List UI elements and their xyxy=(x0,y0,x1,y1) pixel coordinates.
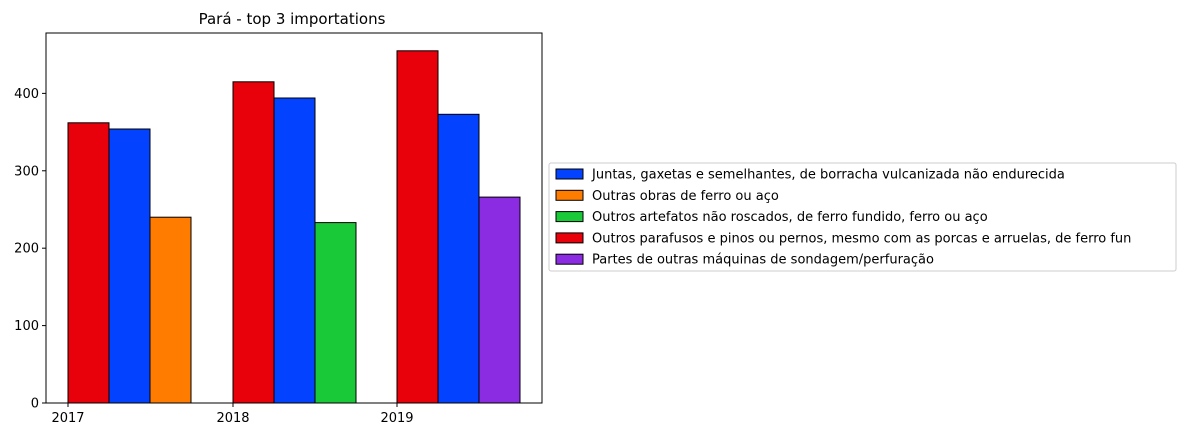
legend-swatch xyxy=(555,232,584,244)
chart-title: Pará - top 3 importations xyxy=(199,10,386,28)
y-tick-label: 300 xyxy=(14,164,39,179)
bar-2017-1 xyxy=(67,122,110,404)
y-tick-label: 400 xyxy=(14,87,39,102)
bar-2018-3 xyxy=(314,222,357,404)
x-axis: 2017 2018 2019 xyxy=(51,403,414,426)
legend: Juntas, gaxetas e semelhantes, de borrac… xyxy=(548,162,1177,272)
bar-2018-1 xyxy=(232,81,275,404)
legend-label: Juntas, gaxetas e semelhantes, de borrac… xyxy=(591,168,1065,183)
bar-2019-1 xyxy=(396,50,439,404)
legend-swatch xyxy=(555,253,584,265)
bar-2019-2 xyxy=(437,113,480,404)
y-tick-label: 0 xyxy=(31,397,39,412)
legend-label: Outras obras de ferro ou aço xyxy=(592,189,779,204)
plot-frame xyxy=(45,32,543,404)
x-tick-label: 2017 xyxy=(51,411,84,426)
x-tick-label: 2019 xyxy=(380,411,413,426)
y-tick-label: 100 xyxy=(14,319,39,334)
bar-2018-2 xyxy=(273,97,316,404)
legend-label: Partes de outras máquinas de sondagem/pe… xyxy=(592,253,934,268)
bar-2019-3 xyxy=(478,196,521,404)
legend-label: Outros artefatos não roscados, de ferro … xyxy=(592,210,988,225)
legend-label: Outros parafusos e pinos ou pernos, mesm… xyxy=(592,231,1131,246)
x-tick-label: 2018 xyxy=(216,411,249,426)
bars-layer xyxy=(67,50,521,404)
y-axis: 0 100 200 300 400 xyxy=(14,87,46,412)
legend-swatch xyxy=(555,168,584,180)
legend-swatch xyxy=(555,211,584,223)
y-tick-label: 200 xyxy=(14,242,39,257)
legend-frame xyxy=(548,162,1177,272)
bar-2017-2 xyxy=(108,128,151,404)
bar-2017-3 xyxy=(149,216,192,404)
legend-swatch xyxy=(555,189,584,201)
